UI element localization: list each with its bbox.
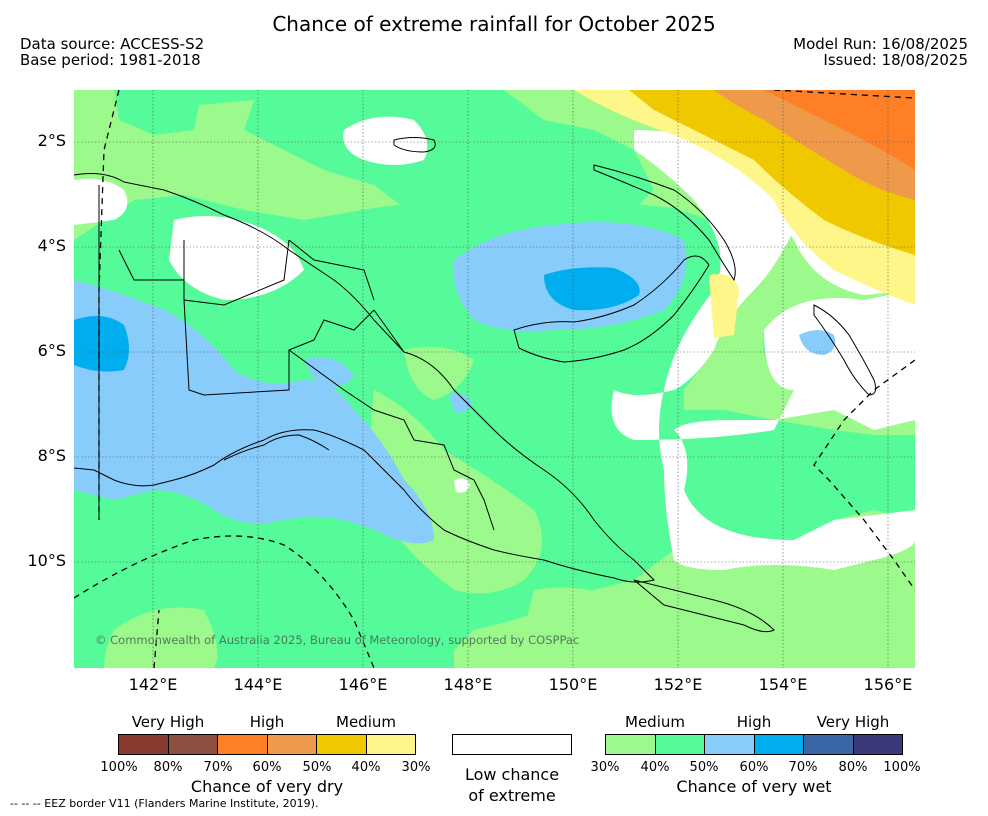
lat-lon-gridlines [74,90,915,668]
lon-label-156e: 156°E [863,675,913,694]
dry-swatch-3 [218,735,268,754]
lon-label-150e: 150°E [548,675,598,694]
wet-tick-80: 80% [838,760,868,775]
wet-60-region-west [74,316,129,372]
wet-swatch-3 [705,735,755,754]
low-chance-northwest [74,178,128,225]
wet-30-patch-south-west [104,607,218,668]
new-britain-coast [513,255,710,363]
lat-label-2s: 2°S [37,131,66,150]
low-chance-caption-line2: of extreme [468,786,556,805]
eez-footnote: -- -- -- EEZ border V11 (Flanders Marine… [10,797,319,810]
dry-color-legend [118,734,416,755]
wet-swatch-4 [754,735,804,754]
lon-label-142e: 142°E [128,675,178,694]
data-source-text: Data source: ACCESS-S2 [20,35,205,53]
dry-legend-header-medium: Medium [336,713,396,731]
lat-label-6s: 6°S [37,341,66,360]
map-title: Chance of extreme rainfall for October 2… [272,12,716,36]
wet-swatch-5 [804,735,854,754]
province-borders [118,239,495,531]
eez-border-east [773,90,915,99]
wet-30-patch-south-east [514,587,634,668]
model-run-block: Model Run: 16/08/2025 Issued: 18/08/2025 [793,36,968,68]
gulf-coast-detail [223,434,330,461]
wet-tick-70: 70% [788,760,818,775]
dry-tick-100: 100% [100,760,138,775]
model-run-text: Model Run: 16/08/2025 [793,35,968,53]
dry-legend-header-very-high: Very High [131,713,205,731]
dry-legend-header-high: High [249,713,285,731]
data-source-block: Data source: ACCESS-S2 Base period: 1981… [20,36,204,68]
lat-label-10s: 10°S [27,551,66,570]
low-chance-east [611,146,915,570]
lat-label-4s: 4°S [37,236,66,255]
wet-60-region-new-britain [544,267,640,311]
wet-legend-caption: Chance of very wet [676,777,832,796]
low-chance-caption: Low chance of extreme [430,764,594,806]
dry-tick-50: 50% [302,760,332,775]
wet-legend-header-high: High [736,713,772,731]
wet-legend-header-very-high: Very High [816,713,890,731]
dry-swatch-5 [317,735,367,754]
wet-legend-header-medium: Medium [625,713,685,731]
islands-southeast-coast [633,579,775,633]
wet-tick-50: 50% [689,760,719,775]
eez-border-south [74,535,375,668]
dry-swatch-1 [119,735,169,754]
low-chance-caption-line1: Low chance [464,765,560,784]
dry-swatch-2 [168,735,218,754]
dry-tick-60: 60% [252,760,282,775]
new-guinea-coast [74,173,655,583]
dry-tick-40: 40% [351,760,381,775]
lon-label-146e: 146°E [338,675,388,694]
base-period-text: Base period: 1981-2018 [20,51,201,69]
wet-swatch-6 [853,735,902,754]
low-chance-central-north [343,116,428,165]
dry-30-region-strip [709,274,739,338]
lon-label-148e: 148°E [443,675,493,694]
bougainville-coast [813,304,877,396]
wet-color-legend [605,734,903,755]
wet-swatch-2 [655,735,705,754]
wet-30-patch-far-south-east [674,546,915,668]
lon-label-154e: 154°E [758,675,808,694]
low-chance-swatch [452,734,572,755]
dry-swatch-4 [267,735,317,754]
wet-swatch-1 [606,735,656,754]
lat-label-8s: 8°S [37,446,66,465]
new-ireland-coast [593,164,736,282]
dry-legend-caption: Chance of very dry [190,777,344,796]
eez-borders [74,90,915,668]
wet-40-region-north [74,90,915,250]
dry-tick-30: 30% [401,760,431,775]
wet-tick-30: 30% [590,760,620,775]
wet-tick-60: 60% [739,760,769,775]
wet-50-region-coast [304,357,354,389]
eez-border-southeast [813,359,915,591]
wet-30-patch-central [404,346,474,400]
low-chance-small-spot [454,478,470,493]
dry-swatch-6 [366,735,415,754]
wet-50-region-bougainville [799,330,836,355]
wet-tick-100: 100% [883,760,921,775]
eez-border-south-line [153,609,160,668]
wet-50-region-small-west [449,393,472,413]
manus-coast [393,137,436,153]
rainfall-map-svg [74,90,915,668]
dry-tick-80: 80% [153,760,183,775]
rainfall-map [74,90,915,668]
lon-label-152e: 152°E [653,675,703,694]
dry-tick-70: 70% [203,760,233,775]
issued-text: Issued: 18/08/2025 [823,51,968,69]
wet-tick-40: 40% [640,760,670,775]
copyright-notice: © Commonwealth of Australia 2025, Bureau… [95,633,580,647]
dry-60-region [764,90,915,170]
lon-label-144e: 144°E [233,675,283,694]
wet-50-region-west [74,280,434,544]
